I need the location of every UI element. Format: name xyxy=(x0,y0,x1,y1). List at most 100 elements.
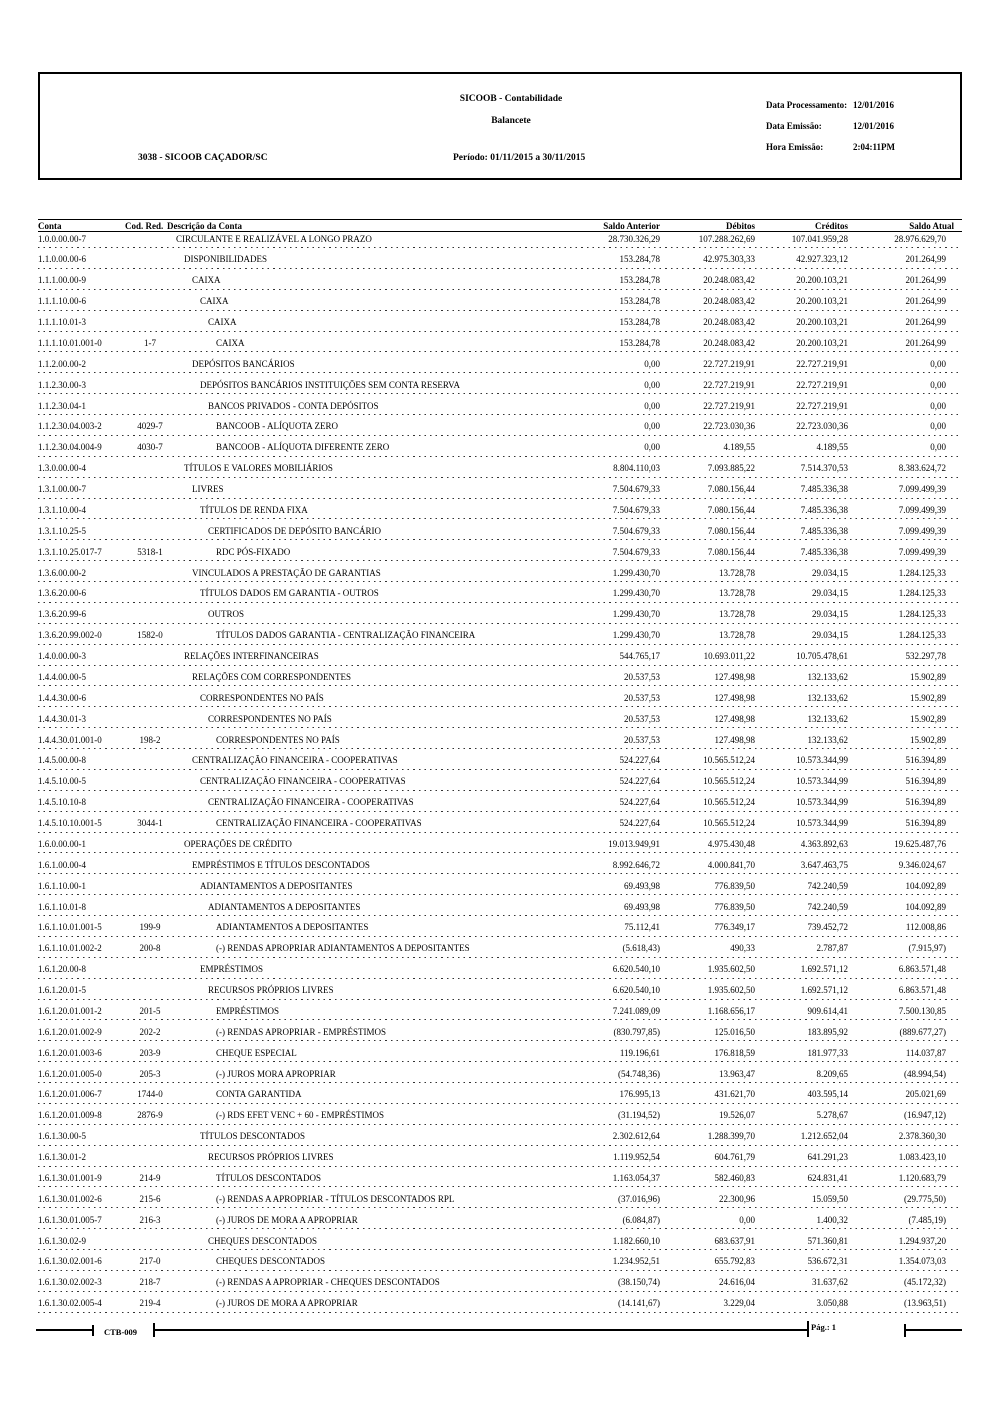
creditos-value: 10.705.478,61 xyxy=(796,651,848,661)
saldo-atual-value: 201.264,99 xyxy=(905,254,947,265)
column-header-saldo-atual: Saldo Atual xyxy=(909,220,954,231)
debitos-value: 22.300,96 xyxy=(719,1193,755,1204)
table-row: 1.3.1.10.25-5 CERTIFICADOS DE DEPÓSITO B… xyxy=(38,524,962,545)
table-row: 1.6.1.30.01.002-6 215-6 (-) RENDAS A APR… xyxy=(38,1192,962,1213)
account-code: 1.6.1.30.02-9 xyxy=(38,1235,86,1246)
debitos-value: 20.248.083,42 xyxy=(703,275,755,286)
account-description: CAIXA xyxy=(208,317,237,327)
creditos-value: 742.240,59 xyxy=(807,901,849,912)
reduced-code: 203-9 xyxy=(139,1047,161,1058)
table-row: 1.3.6.00.00-2 VINCULADOS A PRESTAÇÃO DE … xyxy=(38,566,962,587)
debitos-value: 13.728,78 xyxy=(719,630,755,641)
saldo-atual-value: 516.394,89 xyxy=(905,776,947,787)
creditos-value: 22.727.219,91 xyxy=(796,358,848,369)
table-header-row: Conta Cod. Red. Descrição da Conta Saldo… xyxy=(38,219,962,232)
report-code: CTB-009 xyxy=(104,1327,138,1337)
account-description: TÍTULOS DADOS EM GARANTIA - OUTROS xyxy=(200,588,379,599)
table-row: 1.0.0.00.00-7 CIRCULANTE E REALIZÁVEL A … xyxy=(38,232,962,253)
account-description: CAIXA xyxy=(216,337,245,348)
saldo-anterior-value: 69.493,98 xyxy=(624,901,660,912)
creditos-value: 29.034,15 xyxy=(812,588,848,599)
reduced-code: 4029-7 xyxy=(137,421,163,432)
account-description: DEPÓSITOS BANCÁRIOS xyxy=(192,358,295,369)
account-code: 1.6.1.20.01.002-9 xyxy=(38,1026,102,1037)
saldo-anterior-value: 1.234.952,51 xyxy=(612,1256,660,1267)
creditos-value: 571.360,81 xyxy=(807,1235,849,1246)
table-row: 1.3.0.00.00-4 TÍTULOS E VALORES MOBILIÁR… xyxy=(38,462,962,483)
account-code: 1.6.1.20.00-8 xyxy=(38,964,86,975)
debitos-value: 776.349,17 xyxy=(714,922,756,933)
debitos-value: 10.565.512,24 xyxy=(703,776,755,787)
saldo-atual-value: 516.394,89 xyxy=(905,755,947,766)
saldo-atual-value: 6.863.571,48 xyxy=(898,964,946,975)
account-code: 1.4.5.10.00-5 xyxy=(38,776,86,787)
account-description: (-) JUROS DE MORA A APROPRIAR xyxy=(216,1298,358,1309)
saldo-atual-value: 7.500.130,85 xyxy=(898,1005,946,1016)
table-row: 1.3.6.20.99-6 OUTROS 1.299.430,70 13.728… xyxy=(38,608,962,629)
saldo-atual-value: 516.394,89 xyxy=(905,797,947,808)
saldo-anterior-value: 0,00 xyxy=(644,442,660,453)
table-row: 1.6.1.20.01.001-2 201-5 EMPRÉSTIMOS 7.24… xyxy=(38,1004,962,1025)
saldo-anterior-value: 153.284,78 xyxy=(619,337,661,348)
debitos-value: 127.498,98 xyxy=(714,671,756,682)
account-description: (-) RENDAS APROPRIAR - EMPRÉSTIMOS xyxy=(216,1026,387,1037)
account-code: 1.1.1.10.01.001-0 xyxy=(38,337,102,348)
saldo-anterior-value: 7.504.679,33 xyxy=(612,546,660,557)
creditos-value: 3.647.463,75 xyxy=(800,859,848,870)
saldo-anterior-value: 6.620.540,10 xyxy=(612,985,660,995)
saldo-anterior-value: 524.227,64 xyxy=(619,797,661,808)
table-row: 1.4.4.00.00-5 RELAÇÕES COM CORRESPONDENT… xyxy=(38,670,962,691)
account-description: BANCOOB - ALÍQUOTA DIFERENTE ZERO xyxy=(216,442,390,453)
account-code: 1.3.1.10.25-5 xyxy=(38,525,86,536)
table-row: 1.4.4.30.01-3 CORRESPONDENTES NO PAÍS 20… xyxy=(38,712,962,733)
account-code: 1.6.1.30.02.001-6 xyxy=(38,1256,102,1267)
creditos-value: 739.452,72 xyxy=(807,922,849,933)
creditos-value: 15.059,50 xyxy=(812,1193,848,1204)
debitos-value: 20.248.083,42 xyxy=(703,296,755,307)
creditos-value: 29.034,15 xyxy=(812,630,848,641)
account-description: (-) RDS EFET VENC + 60 - EMPRÉSTIMOS xyxy=(216,1110,385,1121)
account-code: 1.6.1.10.01-8 xyxy=(38,901,86,912)
creditos-value: 1.692.571,12 xyxy=(800,964,848,975)
reduced-code: 2876-9 xyxy=(137,1110,163,1121)
table-row: 1.6.1.30.02-9 CHEQUES DESCONTADOS 1.182.… xyxy=(38,1234,962,1255)
saldo-anterior-value: 1.299.430,70 xyxy=(612,567,660,578)
saldo-atual-value: 1.284.125,33 xyxy=(898,567,946,578)
debitos-value: 7.080.156,44 xyxy=(707,546,755,557)
table-row: 1.1.2.30.04-1 BANCOS PRIVADOS - CONTA DE… xyxy=(38,399,962,420)
saldo-atual-value: 532.297,78 xyxy=(905,651,947,661)
saldo-anterior-value: 1.299.430,70 xyxy=(612,609,660,620)
creditos-value: 22.723.030,36 xyxy=(796,421,848,432)
reduced-code: 1-7 xyxy=(144,337,156,348)
creditos-value: 42.927.323,12 xyxy=(796,254,848,265)
reduced-code: 201-5 xyxy=(139,1005,161,1016)
saldo-atual-value: 1.284.125,33 xyxy=(898,588,946,599)
emission-time-label: Hora Emissão: xyxy=(766,142,824,152)
reduced-code: 219-4 xyxy=(139,1298,161,1309)
table-row: 1.1.2.30.04.004-9 4030-7 BANCOOB - ALÍQU… xyxy=(38,441,962,462)
account-description: CIRCULANTE E REALIZÁVEL A LONGO PRAZO xyxy=(176,233,372,244)
debitos-value: 13.728,78 xyxy=(719,567,755,578)
emission-date-label: Data Emissão: xyxy=(766,121,822,131)
saldo-atual-value: 112.008,86 xyxy=(905,922,946,933)
reduced-code: 205-3 xyxy=(139,1068,161,1079)
debitos-value: 655.792,83 xyxy=(714,1256,756,1267)
column-header-debitos: Débitos xyxy=(726,220,755,231)
creditos-value: 7.485.336,38 xyxy=(800,546,848,557)
saldo-anterior-value: 8.804.110,03 xyxy=(613,463,660,474)
account-description: LIVRES xyxy=(192,484,224,494)
account-code: 1.6.1.20.01.009-8 xyxy=(38,1110,102,1121)
table-row: 1.1.1.10.00-6 CAIXA 153.284,78 20.248.08… xyxy=(38,295,962,316)
account-description: CHEQUES DESCONTADOS xyxy=(208,1235,318,1246)
account-code: 1.6.1.20.01.001-2 xyxy=(38,1005,102,1016)
creditos-value: 10.573.344,99 xyxy=(796,797,848,808)
table-row: 1.1.2.00.00-2 DEPÓSITOS BANCÁRIOS 0,00 2… xyxy=(38,357,962,378)
table-row: 1.3.1.10.25.017-7 5318-1 RDC PÓS-FIXADO … xyxy=(38,545,962,566)
account-description: CONTA GARANTIDA xyxy=(216,1089,302,1100)
saldo-anterior-value: 75.112,41 xyxy=(624,922,660,933)
account-code: 1.4.4.30.01-3 xyxy=(38,713,86,724)
table-row: 1.6.0.00.00-1 OPERAÇÕES DE CRÉDITO 19.01… xyxy=(38,837,962,858)
debitos-value: 22.723.030,36 xyxy=(703,421,755,432)
footer-rule-right xyxy=(904,1329,962,1331)
emission-date-value: 12/01/2016 xyxy=(853,121,895,131)
